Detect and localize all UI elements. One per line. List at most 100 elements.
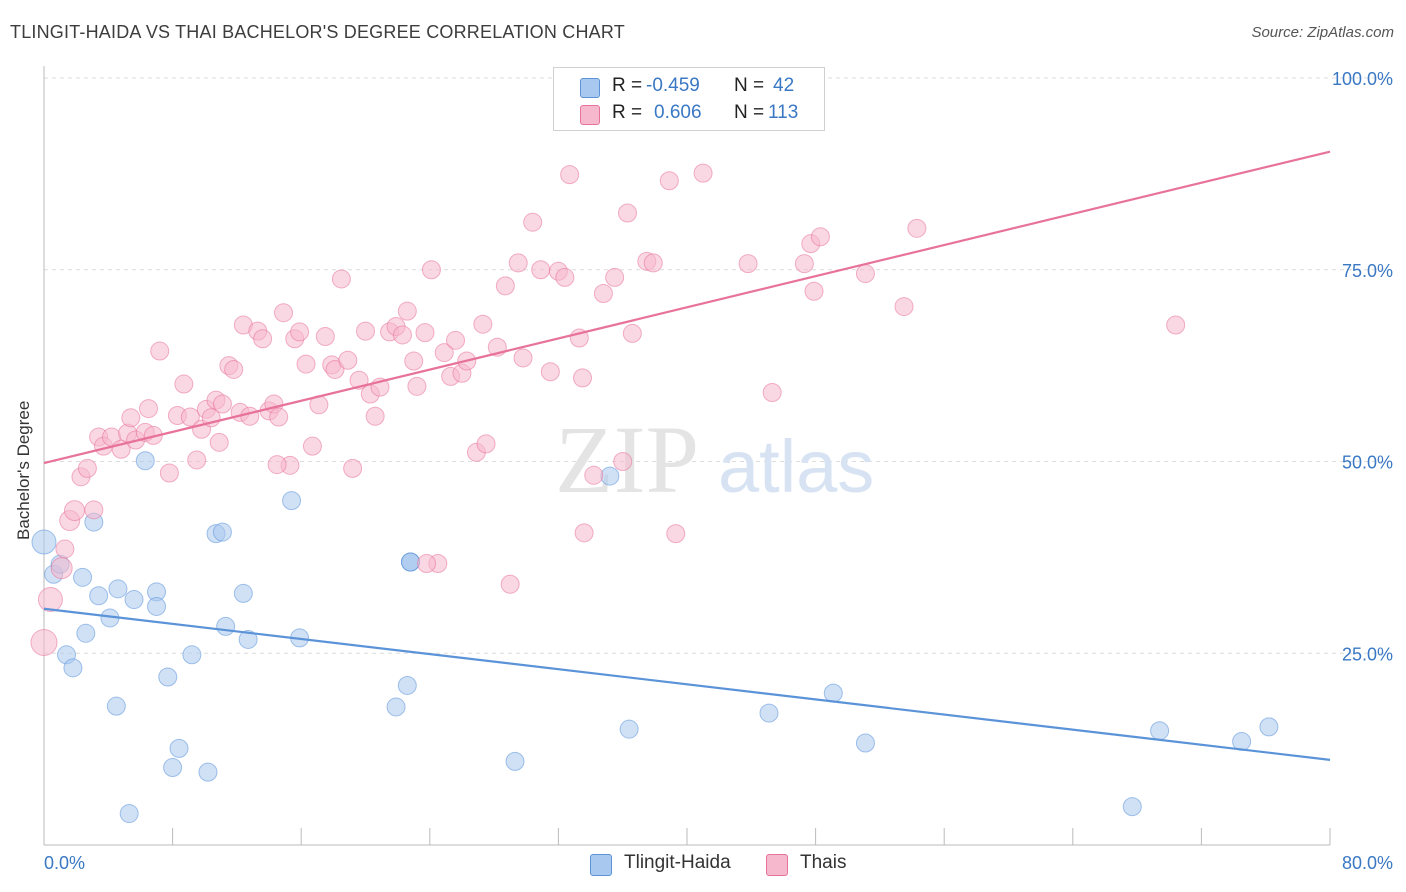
tlingit-haida-point <box>212 522 232 542</box>
thais-point <box>473 314 493 334</box>
thais-point <box>540 362 560 382</box>
bottom-legend-label: Thais <box>800 852 847 873</box>
thais-point <box>159 463 179 483</box>
tlingit-haida-point <box>505 751 525 771</box>
thais-point <box>50 557 73 580</box>
thais-point <box>618 203 638 223</box>
thais-point <box>55 539 75 559</box>
thais-point <box>174 374 194 394</box>
thais-point <box>356 321 375 341</box>
tlingit-haida-point <box>238 629 258 649</box>
y-axis-label: Bachelor's Degree <box>14 400 33 540</box>
x-tick-label: 80.0% <box>1342 853 1393 873</box>
y-tick-label: 100.0% <box>1332 69 1393 89</box>
tlingit-haida-point <box>76 623 96 643</box>
tlingit-haida-point <box>600 466 620 486</box>
thais-point <box>495 276 515 296</box>
tlingit-haida-point <box>124 590 144 610</box>
x-tick-label: 0.0% <box>44 853 85 873</box>
legend-n-label: N = <box>734 102 765 123</box>
tlingit-haida-point <box>282 491 302 511</box>
tlingit-haida-point <box>135 451 155 471</box>
bottom-legend-label: Tlingit-Haida <box>624 852 731 873</box>
tlingit-haida-point <box>182 645 202 665</box>
thais-point <box>613 452 633 471</box>
thais-point <box>296 354 316 374</box>
thais-point <box>513 348 533 368</box>
thais-point <box>508 253 528 273</box>
thais-point <box>643 253 663 273</box>
thais-point <box>762 382 782 402</box>
thais-point <box>555 267 575 287</box>
thais-point <box>77 458 97 478</box>
tlingit-haida-point <box>89 586 109 606</box>
tlingit-haida-trendline <box>43 607 1331 761</box>
thais-point <box>397 301 417 321</box>
tlingit-haida-point <box>1122 797 1142 817</box>
thais-point <box>84 500 104 520</box>
tlingit-haida-point <box>147 596 167 616</box>
thais-point <box>622 323 642 343</box>
thais-point <box>274 303 294 323</box>
thais-point <box>810 227 830 247</box>
thais-point <box>794 254 814 274</box>
y-tick-label: 25.0% <box>1342 644 1393 664</box>
thais-point <box>269 407 289 427</box>
tlingit-haida-point <box>759 703 779 723</box>
thais-point <box>907 218 927 238</box>
tlingit-haida-point <box>163 758 183 778</box>
thais-swatch-icon <box>580 105 600 125</box>
thais-point <box>804 281 824 301</box>
legend-r-value: -0.459 <box>646 75 700 96</box>
thais-point <box>407 376 427 396</box>
tlingit-haida-point <box>198 762 218 782</box>
tlingit-haida-point <box>169 738 189 758</box>
thais-point <box>392 325 412 345</box>
thais-point <box>121 408 141 428</box>
thais-point <box>187 450 207 470</box>
thais-point <box>253 329 273 349</box>
thais-point <box>338 350 358 370</box>
legend-r-label: R = <box>612 75 643 96</box>
thais-point <box>343 458 363 478</box>
thais-point <box>325 359 345 379</box>
thais-point <box>240 406 260 426</box>
legend-row-tlingit: R = -0.459 N = 42 <box>554 75 824 101</box>
thais-point <box>659 171 679 191</box>
legend-row-thais: R = 0.606 N = 113 <box>554 102 824 128</box>
tlingit-legend-icon <box>590 854 612 876</box>
thais-point <box>302 436 322 456</box>
tlingit-haida-point <box>158 667 178 687</box>
tlingit-haida-point <box>233 583 253 603</box>
tlingit-haida-point <box>106 696 126 716</box>
thais-point <box>212 394 232 414</box>
thais-point <box>290 322 310 342</box>
thais-point <box>593 284 613 304</box>
thais-point <box>446 330 466 350</box>
thais-point <box>1166 315 1186 335</box>
thais-point <box>500 574 520 594</box>
thais-point <box>315 326 335 346</box>
thais-point <box>738 254 758 274</box>
thais-point <box>476 434 496 454</box>
legend-r-label: R = <box>612 102 643 123</box>
thais-point <box>404 351 424 371</box>
thais-point <box>415 323 435 343</box>
tlingit-haida-point <box>73 567 93 587</box>
thais-legend-icon <box>766 854 788 876</box>
legend-n-value: 113 <box>768 102 799 123</box>
tlingit-haida-point <box>1259 717 1279 737</box>
thais-point <box>605 267 625 287</box>
thais-point <box>666 524 686 544</box>
y-tick-label: 75.0% <box>1342 261 1393 281</box>
tlingit-haida-point <box>63 658 83 678</box>
tlingit-swatch-icon <box>580 78 600 98</box>
thais-point <box>150 341 170 361</box>
thais-point <box>417 554 437 574</box>
thais-point <box>855 264 875 284</box>
thais-point <box>693 163 713 183</box>
thais-point <box>434 343 454 363</box>
thais-point <box>331 269 351 289</box>
tlingit-haida-point <box>108 579 128 599</box>
